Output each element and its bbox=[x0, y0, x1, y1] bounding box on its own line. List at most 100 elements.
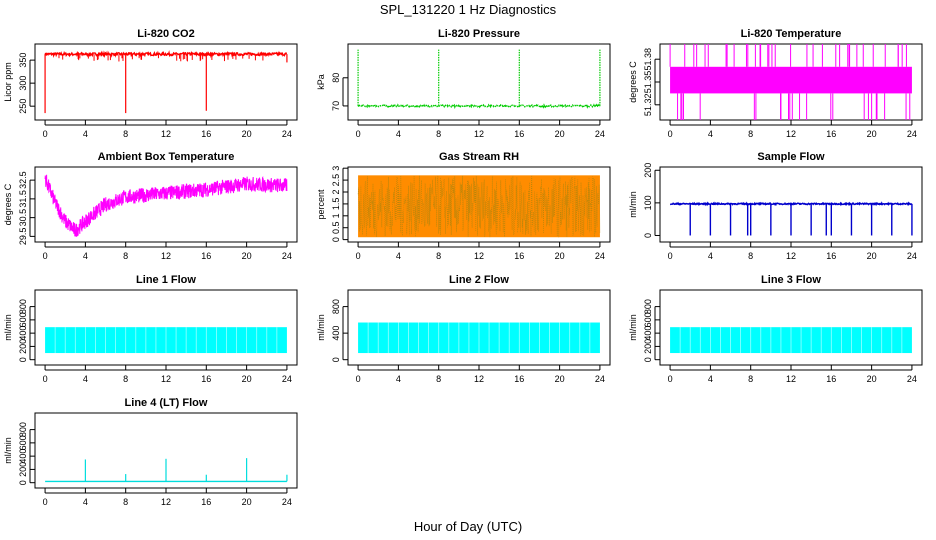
x-tick-label: 20 bbox=[242, 251, 252, 261]
series-group bbox=[357, 175, 601, 238]
y-tick-label: 51.38 bbox=[643, 48, 653, 71]
y-tick-label: 0 bbox=[331, 357, 341, 362]
x-tick-label: 24 bbox=[282, 374, 292, 384]
x-tick-label: 16 bbox=[826, 129, 836, 139]
x-tick-label: 12 bbox=[161, 129, 171, 139]
x-tick-label: 16 bbox=[514, 129, 524, 139]
y-axis-label: ml/min bbox=[316, 314, 326, 341]
panel-title: Li-820 Pressure bbox=[438, 28, 520, 40]
x-tick-label: 24 bbox=[907, 374, 917, 384]
panel-title: Li-820 Temperature bbox=[741, 28, 842, 40]
y-tick-label: 400 bbox=[18, 449, 28, 464]
y-tick-label: 200 bbox=[643, 163, 653, 178]
y-tick-label: 2.5 bbox=[331, 174, 341, 187]
x-tick-label: 20 bbox=[867, 129, 877, 139]
x-tick-label: 8 bbox=[123, 129, 128, 139]
y-tick-label: 31.5 bbox=[18, 190, 28, 208]
y-axis-label: ml/min bbox=[3, 437, 13, 464]
x-tick-label: 8 bbox=[748, 129, 753, 139]
y-tick-label: 600 bbox=[643, 312, 653, 327]
x-tick-label: 8 bbox=[436, 251, 441, 261]
x-tick-label: 12 bbox=[161, 497, 171, 507]
x-tick-label: 0 bbox=[356, 374, 361, 384]
series-line bbox=[44, 50, 288, 59]
y-tick-label: 0 bbox=[643, 233, 653, 238]
y-axis-label: ml/min bbox=[628, 314, 638, 341]
chart-panel-3: Li-820 Temperature 0 4 8 12 16 20 24 51.3251.355… bbox=[628, 28, 923, 139]
x-tick-label: 0 bbox=[668, 251, 673, 261]
y-tick-label: 80 bbox=[331, 73, 341, 83]
series-group bbox=[44, 50, 288, 114]
chart-panel-6: Sample Flow 0 4 8 12 16 20 24 0 100 200 ml/min bbox=[628, 151, 923, 261]
x-tick-label: 20 bbox=[555, 129, 565, 139]
y-axis-label: kPa bbox=[316, 74, 326, 90]
x-tick-label: 20 bbox=[555, 374, 565, 384]
y-tick-label: 300 bbox=[18, 76, 28, 91]
y-tick-label: 51.32 bbox=[643, 94, 653, 117]
x-tick-label: 0 bbox=[668, 129, 673, 139]
x-tick-label: 8 bbox=[436, 374, 441, 384]
x-tick-label: 12 bbox=[786, 129, 796, 139]
x-tick-label: 4 bbox=[396, 374, 401, 384]
x-tick-label: 4 bbox=[83, 129, 88, 139]
x-tick-label: 24 bbox=[282, 497, 292, 507]
figure-title: SPL_131220 1 Hz Diagnostics bbox=[380, 2, 557, 17]
x-tick-label: 20 bbox=[242, 497, 252, 507]
y-axis-label: Licor ppm bbox=[3, 62, 13, 102]
x-tick-label: 8 bbox=[748, 251, 753, 261]
y-tick-label: 100 bbox=[643, 195, 653, 210]
x-tick-label: 24 bbox=[907, 251, 917, 261]
figure-xlabel: Hour of Day (UTC) bbox=[414, 519, 522, 534]
x-tick-label: 8 bbox=[436, 129, 441, 139]
x-tick-label: 12 bbox=[474, 129, 484, 139]
x-tick-label: 16 bbox=[514, 251, 524, 261]
chart-panel-8: Line 2 Flow 0 4 8 12 16 20 24 0 400 800 ml/min bbox=[316, 274, 611, 384]
series-group bbox=[357, 49, 601, 110]
y-axis-label: degrees C bbox=[3, 183, 13, 225]
y-tick-label: 29.5 bbox=[18, 228, 28, 246]
x-tick-label: 0 bbox=[356, 129, 361, 139]
x-tick-label: 8 bbox=[748, 374, 753, 384]
x-tick-label: 0 bbox=[43, 129, 48, 139]
panel-title: Sample Flow bbox=[757, 151, 825, 163]
y-tick-label: 2 bbox=[331, 189, 341, 194]
series-line bbox=[357, 103, 601, 110]
y-tick-label: 800 bbox=[643, 299, 653, 314]
x-tick-label: 12 bbox=[161, 374, 171, 384]
y-tick-label: 400 bbox=[331, 326, 341, 341]
y-axis-label: ml/min bbox=[3, 314, 13, 341]
y-tick-label: 32.5 bbox=[18, 171, 28, 189]
y-tick-label: 0 bbox=[18, 480, 28, 485]
x-tick-label: 4 bbox=[708, 251, 713, 261]
y-tick-label: 0 bbox=[643, 357, 653, 362]
x-tick-label: 0 bbox=[43, 497, 48, 507]
series-group bbox=[44, 174, 288, 237]
panel-title: Line 4 (LT) Flow bbox=[125, 397, 208, 409]
x-tick-label: 8 bbox=[123, 497, 128, 507]
x-tick-label: 16 bbox=[514, 374, 524, 384]
series-group bbox=[358, 322, 600, 354]
x-tick-label: 12 bbox=[161, 251, 171, 261]
x-tick-label: 24 bbox=[282, 251, 292, 261]
y-tick-label: 1.5 bbox=[331, 198, 341, 211]
y-axis-label: percent bbox=[316, 189, 326, 220]
series-band bbox=[670, 66, 912, 94]
x-tick-label: 20 bbox=[867, 251, 877, 261]
x-tick-label: 24 bbox=[907, 129, 917, 139]
y-tick-label: 800 bbox=[331, 299, 341, 314]
x-tick-label: 24 bbox=[595, 251, 605, 261]
x-tick-label: 16 bbox=[826, 374, 836, 384]
x-tick-label: 8 bbox=[123, 251, 128, 261]
y-tick-label: 800 bbox=[18, 299, 28, 314]
y-tick-label: 3 bbox=[331, 166, 341, 171]
series-group bbox=[670, 327, 912, 354]
x-tick-label: 20 bbox=[242, 129, 252, 139]
y-tick-label: 800 bbox=[18, 422, 28, 437]
x-tick-label: 4 bbox=[83, 374, 88, 384]
x-tick-label: 12 bbox=[786, 251, 796, 261]
series-line bbox=[44, 174, 288, 237]
x-tick-label: 0 bbox=[43, 251, 48, 261]
